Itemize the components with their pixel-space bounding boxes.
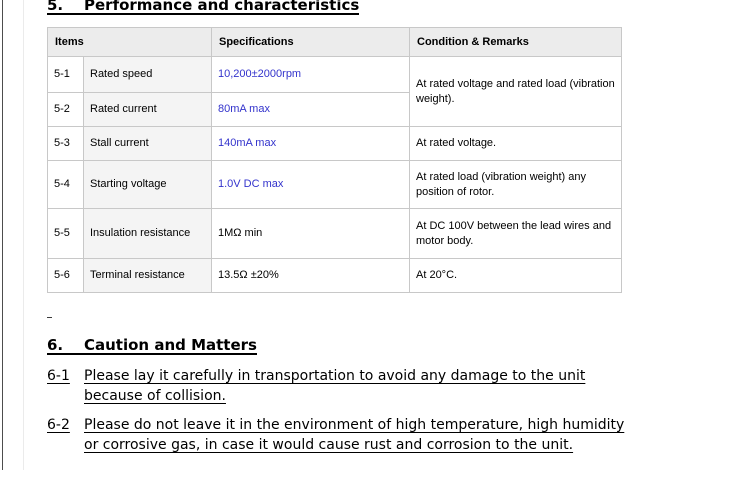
spec-cell: 140mA max (211, 126, 410, 161)
remark-cell: At rated load (vibration weight) any pos… (409, 160, 622, 209)
caution-text-line: Please lay it carefully in transportatio… (84, 368, 586, 384)
spec-cell: 80mA max (211, 92, 410, 127)
section-5-number: 5. (47, 0, 64, 14)
caution-text: Please lay it carefully in transportatio… (84, 366, 585, 406)
section-6-title: Caution and Matters (84, 336, 257, 354)
caution-number: 6-2 (47, 417, 70, 433)
column-header-items: Items (47, 27, 212, 57)
caution-number: 6-1 (47, 368, 70, 384)
caution-text: Please do not leave it in the environmen… (84, 415, 624, 455)
spec-cell: 10,200±2000rpm (211, 56, 410, 93)
spec-cell: 1.0V DC max (211, 160, 410, 209)
item-name-cell: Starting voltage (83, 160, 212, 209)
table-row: 5-5 Insulation resistance 1MΩ min At DC … (47, 208, 622, 259)
table-row: 5-6 Terminal resistance 13.5Ω ±20% At 20… (47, 258, 622, 293)
item-id-cell: 5-5 (47, 208, 84, 259)
spec-cell: 13.5Ω ±20% (211, 258, 410, 293)
stray-underscore-mark (47, 317, 52, 318)
performance-table: Items Specifications Condition & Remarks… (47, 27, 622, 293)
page-left-edge-line (2, 0, 3, 470)
item-name-cell: Rated speed (83, 56, 212, 93)
section-5-title: Performance and characteristics (84, 0, 360, 14)
item-id-cell: 5-1 (47, 56, 84, 93)
column-header-specifications: Specifications (211, 27, 410, 57)
caution-item-6-1: 6-1 Please lay it carefully in transport… (47, 366, 585, 406)
caution-text-line: Please do not leave it in the environmen… (84, 417, 625, 433)
page-margin-line (23, 0, 24, 470)
caution-text-line: or corrosive gas, in case it would cause… (84, 437, 574, 453)
item-id-cell: 5-4 (47, 160, 84, 209)
item-name-cell: Insulation resistance (83, 208, 212, 259)
spec-cell: 1MΩ min (211, 208, 410, 259)
item-name-cell: Stall current (83, 126, 212, 161)
table-row: 5-1 Rated speed 10,200±2000rpm At rated … (47, 56, 622, 127)
table-row: 5-2 Rated current 80mA max (47, 92, 622, 127)
caution-text-line: because of collision. (84, 388, 226, 404)
remark-cell: At DC 100V between the lead wires and mo… (409, 208, 622, 259)
item-id-cell: 5-6 (47, 258, 84, 293)
section-6-number: 6. (47, 336, 64, 354)
table-row: 5-3 Stall current 140mA max At rated vol… (47, 126, 622, 161)
item-id-cell: 5-2 (47, 92, 84, 127)
section-6-heading: 6. Caution and Matters (47, 337, 257, 355)
table-row: 5-4 Starting voltage 1.0V DC max At rate… (47, 160, 622, 209)
item-name-cell: Terminal resistance (83, 258, 212, 293)
section-5-heading: 5. Performance and characteristics (47, 0, 360, 15)
column-header-condition-remarks: Condition & Remarks (409, 27, 622, 57)
remark-cell: At rated voltage. (409, 126, 622, 161)
item-id-cell: 5-3 (47, 126, 84, 161)
remark-cell: At 20°C. (409, 258, 622, 293)
item-name-cell: Rated current (83, 92, 212, 127)
caution-item-6-2: 6-2 Please do not leave it in the enviro… (47, 415, 624, 455)
remark-cell: At rated voltage and rated load (vibrati… (409, 56, 622, 127)
table-header-row: Items Specifications Condition & Remarks (47, 27, 622, 57)
